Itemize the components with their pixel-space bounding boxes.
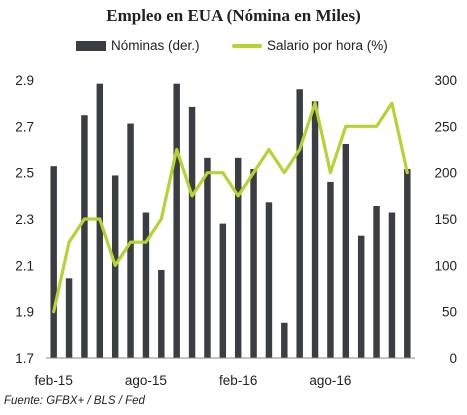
chart-legend: Nóminas (der.) Salario por hora (%) bbox=[0, 38, 467, 60]
y-left-tick-label-2: 2.1 bbox=[15, 258, 34, 273]
salario-line bbox=[52, 101, 409, 314]
bar-19 bbox=[342, 143, 350, 358]
line-group bbox=[52, 101, 409, 314]
y-left-tick-label-0: 1.7 bbox=[15, 351, 34, 366]
bar-1 bbox=[65, 278, 73, 358]
bar-21 bbox=[373, 206, 380, 358]
bars-group bbox=[50, 83, 411, 359]
bar-8 bbox=[173, 83, 180, 359]
bar-7 bbox=[158, 269, 165, 358]
y-right-tick-label-2: 100 bbox=[434, 258, 457, 273]
source-note: Fuente: GFBX+ / BLS / Fed bbox=[4, 395, 145, 407]
bar-13 bbox=[250, 168, 257, 358]
y-left-tick-label-4: 2.5 bbox=[15, 166, 34, 181]
y-left-tick-label-1: 1.9 bbox=[15, 305, 34, 320]
legend-swatch-line bbox=[232, 43, 262, 48]
y-right-tick-label-0: 0 bbox=[449, 351, 457, 366]
bar-15 bbox=[281, 322, 288, 358]
y-left-tick-label-6: 2.9 bbox=[15, 73, 34, 88]
x-tick-label-2: feb-16 bbox=[219, 373, 257, 388]
y-right-tick-label-6: 300 bbox=[434, 73, 457, 88]
legend-item-nominas: Nóminas (der.) bbox=[76, 38, 200, 53]
y-right-tick-label-4: 200 bbox=[434, 166, 457, 181]
bar-22 bbox=[388, 212, 396, 358]
bar-17 bbox=[311, 101, 319, 358]
bar-14 bbox=[265, 202, 273, 358]
legend-item-salario: Salario por hora (%) bbox=[232, 38, 388, 53]
legend-swatch-bar bbox=[76, 40, 106, 51]
axes-group: 1.7 1.9 2.1 2.3 2.5 2.7 2.9 0 50 100 150 200 250 300 f… bbox=[15, 73, 457, 388]
y-right-tick-label-5: 250 bbox=[434, 119, 457, 134]
bar-16 bbox=[296, 89, 303, 359]
bar-6 bbox=[142, 212, 150, 358]
legend-label-salario: Salario por hora (%) bbox=[267, 38, 388, 53]
bar-11 bbox=[219, 223, 227, 358]
bar-18 bbox=[327, 181, 334, 358]
x-tick-label-0: feb-15 bbox=[35, 373, 73, 388]
bar-12 bbox=[234, 157, 242, 358]
y-right-tick-label-1: 50 bbox=[442, 305, 457, 320]
y-left-tick-label-5: 2.7 bbox=[15, 119, 34, 134]
y-left-tick-label-3: 2.3 bbox=[15, 212, 34, 227]
bar-10 bbox=[204, 157, 211, 358]
bar-9 bbox=[188, 106, 196, 359]
y-right-tick-label-3: 150 bbox=[434, 212, 457, 227]
chart-title: Empleo en EUA (Nómina en Miles) bbox=[106, 6, 361, 25]
x-tick-label-3: ago-16 bbox=[309, 373, 351, 388]
bar-2 bbox=[81, 115, 88, 359]
bar-20 bbox=[357, 235, 365, 358]
legend-label-nominas: Nóminas (der.) bbox=[111, 38, 200, 53]
bar-23 bbox=[404, 168, 411, 358]
bar-0 bbox=[50, 166, 57, 358]
x-tick-label-1: ago-15 bbox=[125, 373, 167, 388]
